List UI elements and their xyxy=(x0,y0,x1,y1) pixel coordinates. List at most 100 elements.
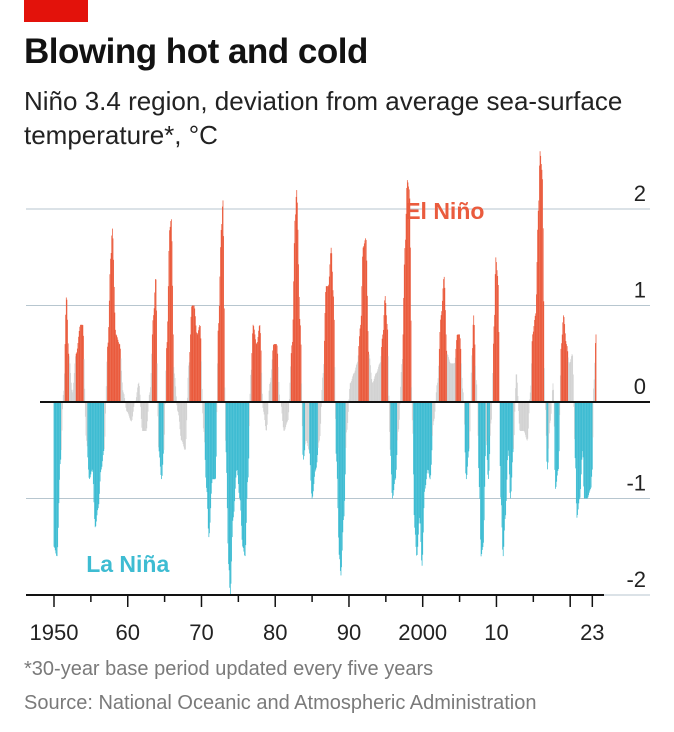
chart-title: Blowing hot and cold xyxy=(24,32,368,71)
neutral-bar xyxy=(224,387,226,402)
la-nina-bar xyxy=(226,402,228,509)
la-nina-bar xyxy=(231,402,233,538)
neutral-bar xyxy=(526,402,528,441)
el-nino-bar xyxy=(76,348,78,402)
el-nino-bar xyxy=(218,323,220,402)
neutral-bar xyxy=(351,378,353,402)
neutral-bar xyxy=(553,402,555,427)
el-nino-bar xyxy=(403,297,405,402)
neutral-bar xyxy=(131,402,133,421)
neutral-bar xyxy=(150,387,151,402)
la-nina-bar xyxy=(478,402,480,469)
neutral-bar xyxy=(398,402,400,420)
el-nino-bar xyxy=(109,274,111,402)
la-nina-bar xyxy=(161,402,163,476)
el-nino-bar xyxy=(566,346,568,402)
la-nina-bar xyxy=(590,402,591,490)
la-nina-bar xyxy=(394,402,396,480)
el-nino-bar xyxy=(221,206,223,402)
el-nino-bar xyxy=(293,281,295,402)
la-nina-bar xyxy=(420,402,422,542)
neutral-bar xyxy=(432,402,434,426)
neutral-bar xyxy=(84,402,86,417)
neutral-bar xyxy=(85,402,87,436)
la-nina-bar xyxy=(341,402,342,568)
neutral-bar xyxy=(225,402,226,441)
la-nina-bar xyxy=(505,402,507,516)
la-nina-bar xyxy=(244,402,246,557)
la-nina-bar xyxy=(486,402,488,460)
x-tick-label: 10 xyxy=(484,620,508,645)
neutral-bar xyxy=(64,373,65,402)
la-nina-bar xyxy=(309,402,311,454)
el-nino-bar xyxy=(327,286,328,402)
neutral-bar xyxy=(319,402,320,441)
el-nino-bar xyxy=(167,286,169,402)
la-nina-bar xyxy=(427,402,429,471)
neutral-bar xyxy=(288,402,290,413)
la-nina-bar xyxy=(343,402,344,521)
la-nina-bar xyxy=(467,402,468,467)
la-nina-bar xyxy=(584,402,586,499)
el-nino-bar xyxy=(445,334,447,402)
neutral-bar xyxy=(141,402,143,428)
el-nino-bar xyxy=(358,346,360,402)
neutral-bar xyxy=(308,402,309,449)
el-nino-bar xyxy=(497,284,499,402)
neutral-bar xyxy=(592,402,594,438)
neutral-bar xyxy=(469,402,470,449)
neutral-bar xyxy=(371,382,373,402)
la-nina-bar xyxy=(54,402,56,551)
la-nina-bar xyxy=(501,402,503,528)
neutral-bar xyxy=(518,402,520,424)
la-nina-bar xyxy=(554,402,556,470)
el-nino-bar xyxy=(331,253,333,402)
la-nina-bar xyxy=(103,402,105,451)
el-nino-bar xyxy=(362,247,364,402)
neutral-bar xyxy=(140,402,142,419)
neutral-bar xyxy=(401,364,403,402)
el-nino-bar xyxy=(65,314,67,402)
neutral-bar xyxy=(70,373,71,402)
el-nino-bar xyxy=(108,300,110,402)
neutral-bar xyxy=(400,372,402,402)
neutral-bar xyxy=(371,378,373,402)
la-nina-bar xyxy=(302,402,304,455)
la-nina-bar xyxy=(98,402,100,505)
neutral-bar xyxy=(217,363,218,402)
neutral-bar xyxy=(269,383,271,402)
neutral-bar xyxy=(551,390,553,402)
la-nina-bar xyxy=(430,402,432,465)
el-nino-bar xyxy=(330,247,332,402)
la-nina-bar xyxy=(248,402,250,459)
la-nina-bar xyxy=(579,402,580,500)
el-nino-bar xyxy=(169,230,170,402)
neutral-bar xyxy=(158,402,159,448)
neutral-bar xyxy=(525,402,527,438)
neutral-bar xyxy=(278,381,280,402)
el-nino-bar xyxy=(172,285,173,402)
la-nina-bar xyxy=(229,402,231,595)
la-nina-bar xyxy=(416,402,417,556)
neutral-bar xyxy=(322,373,324,402)
el-nino-bar xyxy=(532,331,534,402)
la-nina-bar xyxy=(317,402,319,456)
el-nino-bar xyxy=(325,286,327,402)
neutral-bar xyxy=(398,402,400,430)
el-nino-bar xyxy=(81,324,83,402)
el-nino-bar xyxy=(564,324,566,402)
neutral-bar xyxy=(129,402,131,420)
neutral-bar xyxy=(471,355,473,402)
la-nina-bar xyxy=(344,402,346,475)
el-nino-bar xyxy=(151,334,153,402)
neutral-bar xyxy=(400,386,401,402)
la-nina-bar xyxy=(56,402,58,557)
neutral-bar xyxy=(572,374,574,402)
el-nino-bar xyxy=(408,189,410,402)
la-nina-bar xyxy=(465,402,467,480)
el-nino-bar xyxy=(274,344,276,402)
el-nino-bar xyxy=(541,169,543,402)
el-nino-bar xyxy=(595,343,596,402)
la-nina-bar xyxy=(481,402,483,554)
neutral-bar xyxy=(143,402,145,431)
